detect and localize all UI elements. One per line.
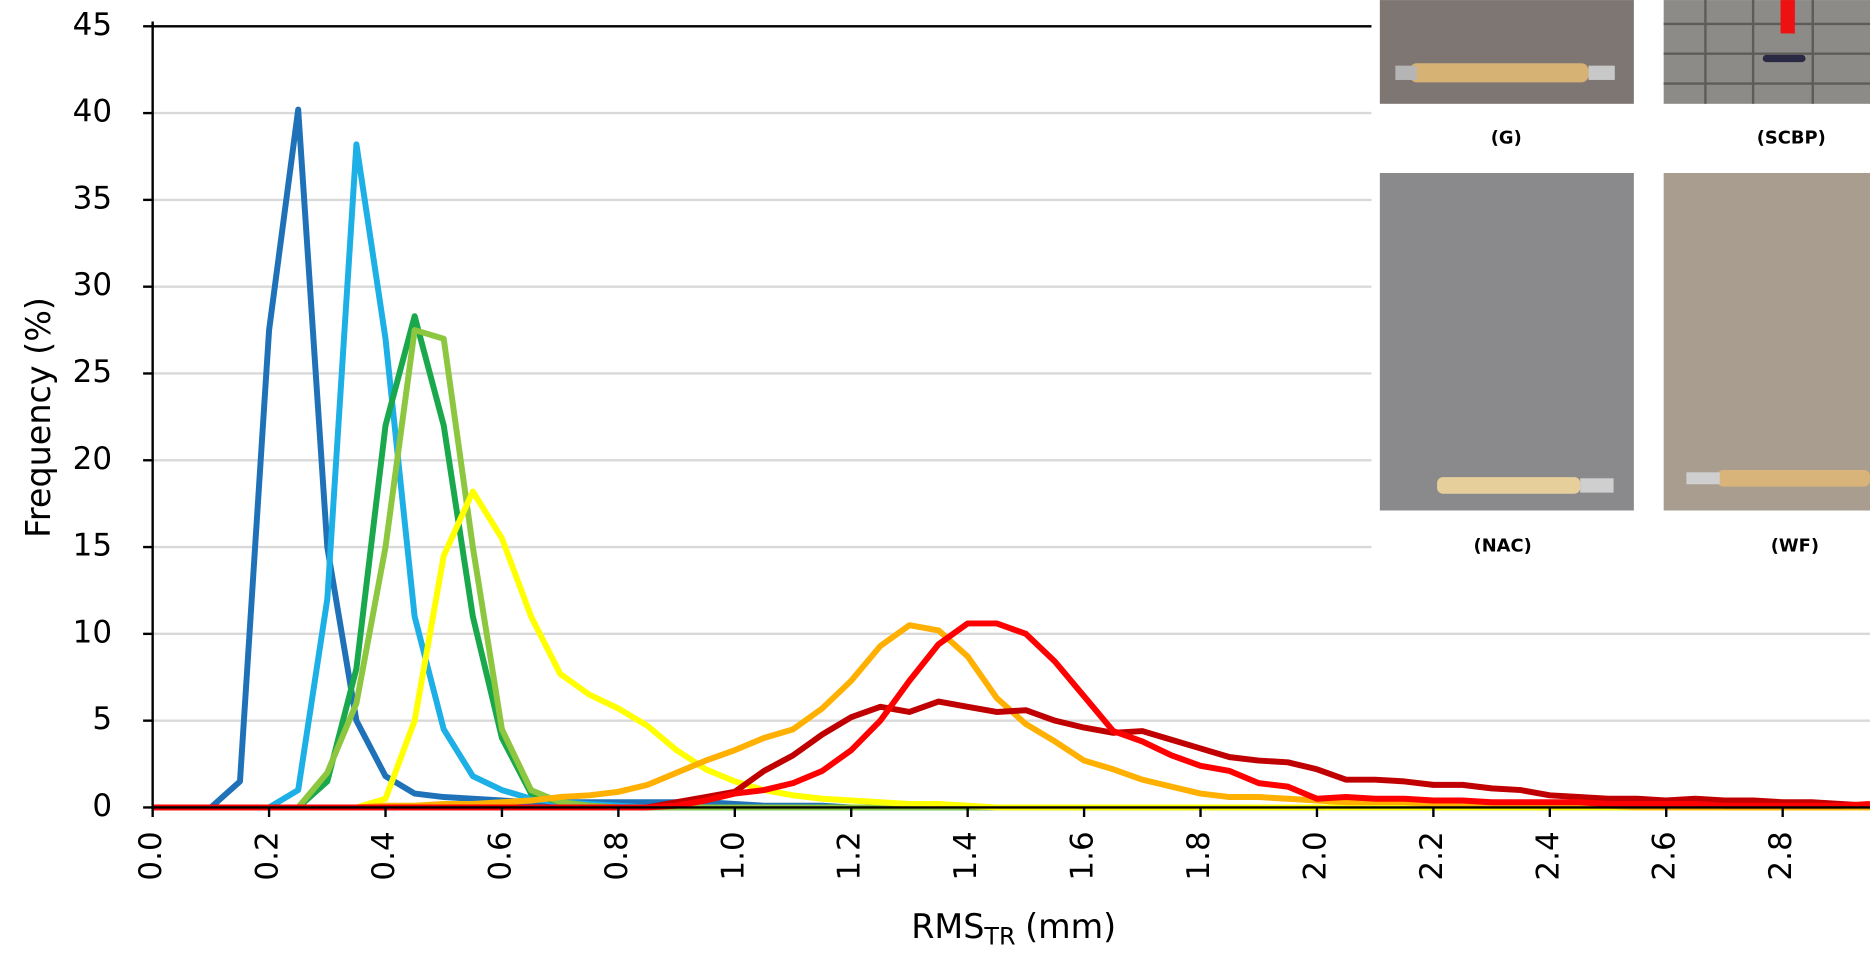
pen-tip (1588, 65, 1615, 80)
photo-label: (NAC) (1474, 535, 1532, 556)
x-axis-label-main: RMS (911, 906, 984, 945)
x-tick-label: 1.2 (832, 831, 868, 880)
x-axis-label-unit: (mm) (1025, 906, 1116, 945)
y-tick-label: 10 (73, 614, 112, 650)
x-tick-label: 2.6 (1647, 831, 1683, 880)
x-tick-label: 1.4 (948, 831, 984, 880)
photo-label: (G) (1491, 127, 1522, 148)
pen (1762, 54, 1806, 63)
x-tick-label: 2.0 (1297, 831, 1333, 880)
x-tick-label: 1.8 (1181, 831, 1217, 880)
pen (1717, 469, 1870, 487)
pen (1437, 477, 1581, 494)
photo-nac (1379, 172, 1634, 511)
marker (1780, 0, 1795, 34)
y-tick-label: 15 (73, 528, 112, 564)
y-tick-label: 20 (73, 441, 112, 477)
axes: 0 5 10 15 20 25 30 35 40 45 0.0 0.2 0.4 0.6 0.8 1.0 1.2 1… (73, 7, 1800, 881)
y-tick-label: 25 (73, 354, 112, 390)
y-tick-label: 40 (73, 94, 112, 130)
x-tick-label: 1.6 (1065, 831, 1101, 880)
paver-joints (1663, 0, 1870, 104)
photo-scbp (1663, 0, 1870, 104)
x-tick-label: 0.8 (599, 831, 635, 880)
photo-g (1379, 0, 1634, 104)
y-tick-label: 5 (92, 701, 112, 737)
pen (1409, 63, 1589, 83)
pen-tip (1686, 472, 1720, 485)
x-tick-label: 0.2 (250, 831, 286, 880)
pen-tip (1580, 478, 1614, 493)
photo-wf (1663, 172, 1870, 511)
series-line (152, 620, 1870, 811)
y-tick-label: 45 (73, 7, 112, 43)
y-axis-label: Frequency (%) (19, 297, 58, 538)
x-tick-label: 2.2 (1414, 831, 1450, 880)
photo-label: (SCBP) (1757, 127, 1826, 148)
y-tick-label: 30 (73, 267, 112, 303)
x-tick-label: 2.4 (1530, 831, 1566, 880)
photo-panel: (G) (SCBP) (NAC) (WF) (1371, 0, 1870, 563)
x-tick-label: 0.0 (133, 831, 169, 880)
x-tick-label: 0.4 (366, 831, 402, 880)
y-tick-label: 0 (92, 788, 112, 824)
x-tick-label: 1.0 (715, 831, 751, 880)
series-line (152, 622, 1870, 811)
x-axis-label: RMSTR (mm) (911, 906, 1116, 950)
y-tick-label: 35 (73, 180, 112, 216)
x-axis-label-sub: TR (983, 922, 1015, 950)
x-tick-label: 0.6 (482, 831, 518, 880)
pen-tip (1395, 65, 1417, 80)
x-tick-label: 2.8 (1763, 831, 1799, 880)
photo-label: (WF) (1771, 535, 1819, 556)
